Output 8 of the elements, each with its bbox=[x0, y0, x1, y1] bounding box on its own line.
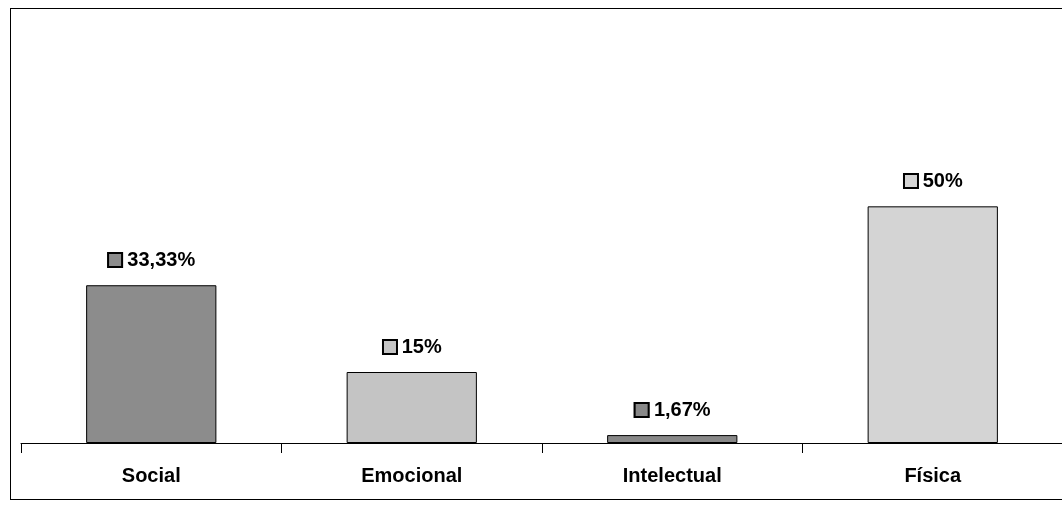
data-label: 1,67% bbox=[653, 398, 711, 422]
data-label: 33,33% bbox=[127, 248, 196, 272]
x-tick-label: Social bbox=[121, 464, 181, 486]
x-tick-label: Física bbox=[904, 464, 962, 486]
x-tick-label: Emocional bbox=[361, 464, 463, 486]
data-label: 50% bbox=[922, 169, 963, 193]
x-tick-label: Intelectual bbox=[622, 464, 722, 486]
data-label: 15% bbox=[401, 335, 442, 358]
